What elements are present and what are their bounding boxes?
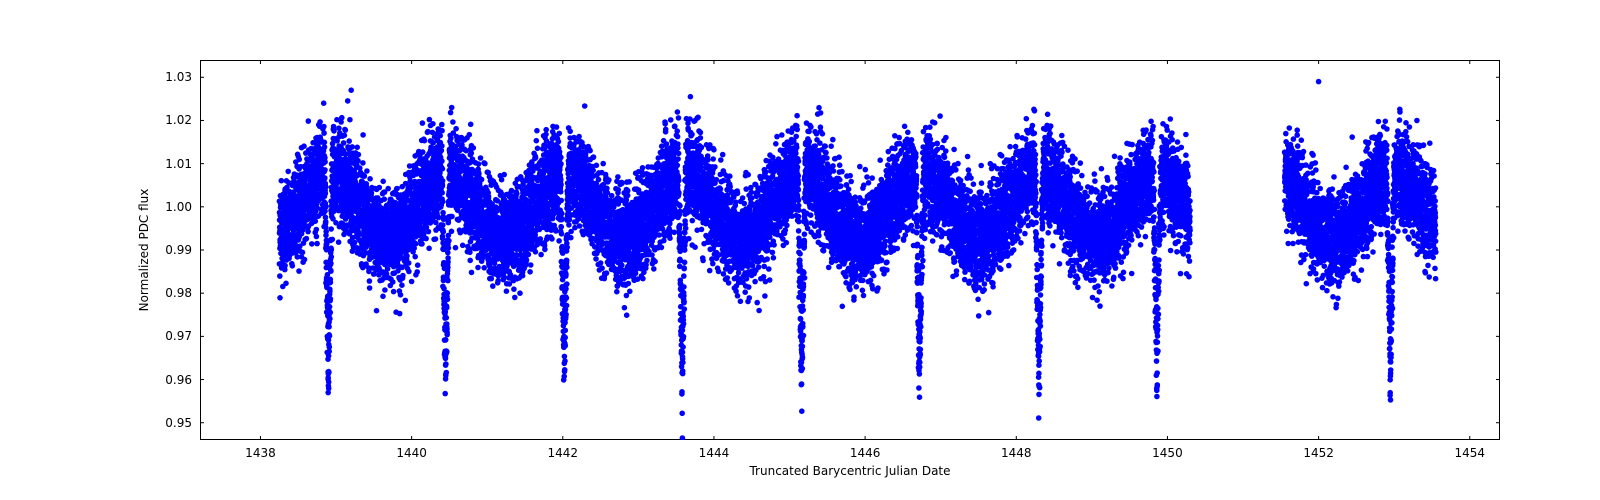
x-tick-label: 1448: [1001, 446, 1032, 460]
x-tick-label: 1442: [548, 446, 579, 460]
x-tick-label: 1446: [850, 446, 881, 460]
y-tick-label: 1.02: [165, 113, 192, 127]
y-tick-label: 1.03: [165, 70, 192, 84]
x-tick-label: 1440: [396, 446, 427, 460]
x-tick-label: 1444: [699, 446, 730, 460]
x-tick-label: 1438: [245, 446, 276, 460]
y-tick-label: 0.99: [165, 243, 192, 257]
y-tick-label: 0.98: [165, 286, 192, 300]
y-tick-label: 1.01: [165, 157, 192, 171]
figure: Truncated Barycentric Julian Date Normal…: [0, 0, 1600, 500]
scatter-plot-svg: [200, 60, 1500, 440]
x-tick-label: 1450: [1152, 446, 1183, 460]
y-axis-label: Normalized PDC flux: [137, 189, 151, 312]
y-tick-label: 0.96: [165, 373, 192, 387]
y-tick-label: 1.00: [165, 200, 192, 214]
x-axis-label: Truncated Barycentric Julian Date: [749, 464, 950, 478]
y-tick-label: 0.95: [165, 416, 192, 430]
x-tick-label: 1452: [1303, 446, 1334, 460]
y-tick-label: 0.97: [165, 329, 192, 343]
plot-area: [200, 60, 1500, 440]
x-tick-label: 1454: [1454, 446, 1485, 460]
